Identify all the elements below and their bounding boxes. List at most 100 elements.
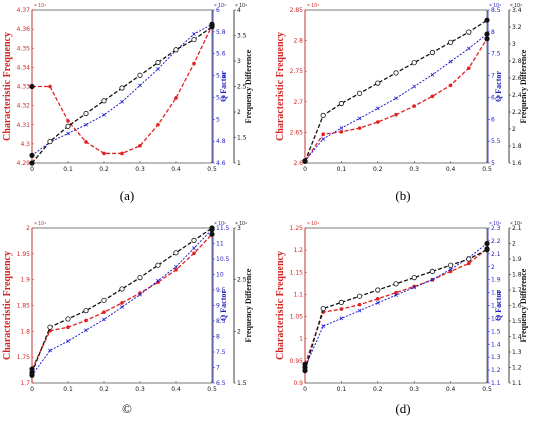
left-series-end-point [29, 83, 35, 90]
mid-tick-label: 1.3 [491, 354, 501, 361]
mid-axis-title: Q Factor [494, 290, 503, 321]
left-series-point [102, 310, 106, 315]
left-series-point [138, 143, 142, 148]
mid-tick-label: 1.5 [491, 328, 501, 335]
mid-axis-exponent: × 10⁴ [214, 3, 226, 9]
mid-axis-exponent: × 10⁴ [489, 221, 501, 227]
right-tick-label: 2 [512, 126, 516, 133]
right-series-end-point [209, 24, 215, 30]
mid-series-point [66, 131, 70, 136]
mid-series-line [31, 229, 213, 376]
left-series-point [48, 84, 52, 89]
right-series-end-point [484, 17, 490, 23]
plot-frame [31, 227, 213, 384]
left-tick-label: 4.31 [17, 122, 31, 129]
right-tick-label: 1.6 [512, 160, 522, 167]
mid-tick-label: 5.6 [216, 51, 226, 58]
right-series-point [137, 72, 143, 78]
left-series-point [467, 261, 471, 266]
left-tick-label: 4.35 [17, 45, 31, 52]
right-tick-label: 3.4 [512, 7, 522, 14]
mid-series-point [48, 348, 52, 353]
right-series-point [411, 274, 417, 281]
panel-caption: (b) [395, 188, 410, 203]
mid-series-point [394, 96, 398, 101]
mid-series-point [120, 305, 124, 309]
x-tick-label: 0.3 [409, 166, 419, 173]
right-tick-label: 1.5 [512, 318, 522, 325]
left-tick-label: 4.32 [17, 103, 31, 110]
left-series-point [357, 126, 362, 130]
x-tick-label: 0.4 [446, 166, 456, 173]
mid-tick-label: 4.6 [216, 160, 226, 167]
left-series-point [448, 83, 453, 88]
left-series-point [120, 301, 124, 305]
x-tick-label: 0.5 [207, 386, 217, 393]
left-axis-exponent: × 10⁴ [307, 221, 319, 227]
mid-tick-label: 11 [216, 241, 224, 248]
right-series-point [338, 299, 344, 305]
right-tick-label: 1.1 [512, 380, 522, 387]
x-tick-label: 0.1 [337, 386, 347, 393]
right-series-point [447, 39, 454, 45]
right-axis-exponent: × 10⁴ [510, 3, 522, 9]
right-series-point [429, 268, 435, 274]
mid-tick-label: 9.5 [216, 287, 226, 294]
left-tick-label: 1.15 [290, 269, 304, 276]
mid-axis-title: Q Factor [219, 71, 228, 102]
right-series-point [375, 287, 381, 293]
x-tick-label: 0 [303, 386, 307, 393]
left-series-point [376, 297, 380, 301]
left-tick-label: 1.85 [17, 303, 31, 310]
left-series-point [66, 325, 70, 330]
right-tick-label: 4 [237, 7, 241, 14]
mid-tick-label: 7.5 [216, 349, 226, 356]
x-tick-label: 0.1 [63, 166, 73, 173]
mid-series-point [412, 285, 417, 290]
right-tick-label: 1.7 [512, 287, 522, 294]
right-series-point [119, 286, 125, 292]
left-axis-exponent: × 10⁴ [34, 221, 46, 227]
mid-axis-exponent: × 10⁴ [489, 3, 501, 9]
mid-series-point [174, 264, 178, 269]
mid-series-point [448, 267, 453, 272]
left-series-end-point [484, 36, 490, 42]
mid-tick-label: 2.2 [491, 238, 501, 245]
left-series-line [31, 233, 213, 370]
x-tick-label: 0 [303, 166, 307, 173]
right-series-end-point [484, 247, 490, 253]
left-tick-label: 4.36 [17, 26, 31, 33]
left-tick-label: 2.6 [293, 160, 303, 167]
right-axis-title: Frequency Difference [519, 49, 528, 123]
mid-tick-label: 5.4 [216, 73, 226, 80]
left-tick-label: 4.33 [17, 84, 31, 91]
left-series-point [192, 251, 196, 256]
right-tick-label: 1 [237, 160, 241, 167]
left-series-point [84, 140, 88, 144]
mid-series-point [339, 316, 344, 321]
right-series-line [304, 19, 488, 162]
mid-series-end-point [29, 152, 35, 158]
left-tick-label: 2.8 [293, 38, 303, 45]
mid-series-end-point [484, 31, 490, 37]
mid-tick-label: 5 [491, 160, 495, 167]
left-tick-label: 2 [26, 225, 30, 232]
panel-caption: (d) [395, 401, 410, 416]
x-tick-label: 0.5 [207, 166, 217, 173]
right-tick-label: 3.2 [512, 24, 522, 31]
mid-tick-label: 6.5 [491, 94, 501, 101]
right-tick-label: 3 [237, 58, 241, 65]
mid-tick-label: 7.5 [491, 51, 501, 58]
subplot-d: 0 0.1 0.2 0.3 0.4 0.5 0.9 0.95 1 1.05 1.1 1.15 1.2 1.… [275, 221, 528, 416]
right-series-point [83, 110, 89, 117]
x-tick-label: 0 [30, 386, 34, 393]
mid-axis-title: Q Factor [219, 290, 228, 321]
right-tick-label: 1.8 [512, 143, 522, 150]
left-tick-label: 4.3 [20, 141, 30, 148]
mid-tick-label: 8 [216, 334, 220, 341]
left-tick-label: 1.05 [290, 314, 304, 321]
x-tick-label: 0.3 [135, 386, 145, 393]
left-series-point [192, 61, 196, 66]
left-tick-label: 2.65 [290, 129, 304, 136]
